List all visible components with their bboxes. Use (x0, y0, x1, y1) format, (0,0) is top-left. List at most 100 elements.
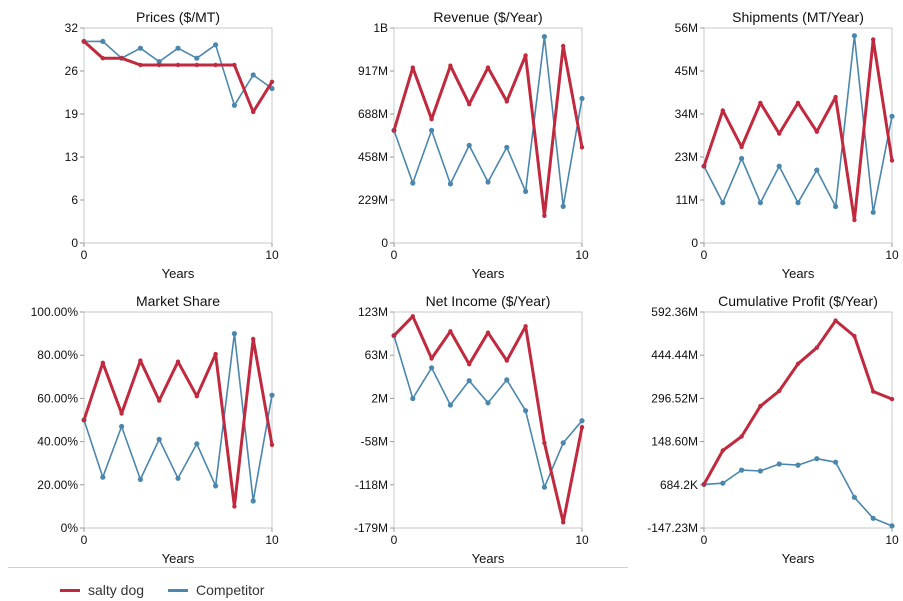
data-point-salty-dog (701, 482, 707, 487)
chart-4: Net Income ($/Year) -179M -118M -58M 2M 63M 12… (354, 293, 589, 566)
data-point-competitor (579, 95, 585, 102)
data-point-salty-dog (232, 504, 237, 509)
y-tick-label: 458M (358, 150, 388, 164)
data-point-competitor (579, 418, 585, 424)
y-tick-label: 917M (358, 64, 388, 78)
data-point-competitor (870, 515, 876, 521)
data-point-salty-dog (391, 128, 397, 133)
y-tick-label: 1B (373, 21, 388, 35)
y-tick-label: 20.00% (37, 478, 78, 492)
data-point-salty-dog (871, 37, 876, 42)
data-point-salty-dog (814, 345, 819, 350)
data-point-competitor (137, 45, 143, 51)
data-point-salty-dog (119, 56, 124, 61)
data-point-salty-dog (852, 333, 857, 339)
data-point-salty-dog (889, 158, 895, 163)
data-point-competitor (119, 423, 125, 430)
data-point-competitor (739, 155, 745, 162)
x-tick-label: 10 (885, 533, 899, 547)
data-point-competitor (833, 203, 839, 210)
series-line-competitor (703, 457, 893, 527)
data-point-salty-dog (448, 63, 453, 68)
data-point-salty-dog (429, 117, 434, 122)
data-point-competitor (213, 483, 219, 489)
x-axis-label: Years (782, 266, 815, 281)
data-point-salty-dog (579, 145, 585, 150)
data-point-competitor (833, 459, 839, 465)
data-point-salty-dog (852, 217, 857, 223)
y-tick-label: 11M (676, 193, 698, 207)
data-point-competitor (541, 484, 548, 490)
data-point-salty-dog (833, 318, 838, 323)
data-point-salty-dog (523, 53, 528, 58)
x-axis-label: Years (162, 551, 195, 566)
y-tick-label: 34M (675, 107, 698, 121)
data-point-competitor (429, 365, 435, 371)
chart-title: Cumulative Profit ($/Year) (718, 293, 878, 309)
data-point-competitor (523, 408, 529, 414)
data-point-competitor (889, 113, 895, 119)
series-competitor (81, 331, 275, 504)
chart-title: Shipments (MT/Year) (732, 9, 864, 25)
data-point-competitor (757, 200, 764, 206)
chart-title: Revenue ($/Year) (433, 9, 542, 25)
data-point-salty-dog (542, 213, 547, 218)
data-point-salty-dog (81, 417, 87, 423)
y-tick-label: 13 (65, 150, 79, 164)
data-point-salty-dog (523, 324, 528, 329)
data-point-competitor (541, 34, 548, 40)
legend-label-competitor: Competitor (196, 582, 265, 598)
x-tick-label: 10 (575, 533, 589, 547)
series-line-salty-dog (702, 319, 894, 486)
data-point-salty-dog (542, 440, 547, 446)
legend-item-salty-dog[interactable]: salty dog (60, 580, 144, 600)
data-point-salty-dog (758, 403, 763, 409)
data-point-salty-dog (157, 398, 162, 403)
legend-item-competitor[interactable]: Competitor (168, 580, 264, 600)
data-point-competitor (194, 55, 200, 61)
y-tick-label: 19 (65, 107, 79, 121)
data-point-competitor (194, 441, 200, 447)
plot-frame (703, 311, 893, 529)
x-tick-label: 10 (265, 248, 279, 262)
data-point-competitor (560, 203, 566, 209)
data-point-salty-dog (485, 330, 491, 335)
series-line-competitor (83, 40, 273, 107)
chart-0: Prices ($/MT) 0 6 13 19 26 32 0 10 Years (65, 9, 279, 281)
y-tick-label: 688M (358, 107, 388, 121)
plot-frame (393, 311, 583, 529)
series-line-salty-dog (392, 314, 584, 524)
data-point-competitor (757, 468, 764, 474)
data-point-salty-dog (119, 411, 124, 416)
legend-swatch-salty-dog (60, 588, 80, 592)
series-competitor (701, 33, 895, 215)
y-tick-label: -118M (355, 478, 388, 492)
data-point-salty-dog (777, 388, 782, 394)
y-tick-label: 0 (381, 236, 388, 250)
data-point-salty-dog (795, 100, 801, 106)
x-tick-label: 10 (575, 248, 589, 262)
data-point-competitor (814, 167, 820, 173)
data-point-competitor (720, 200, 726, 206)
y-tick-label: 229M (358, 193, 388, 207)
x-tick-label: 0 (81, 248, 88, 262)
series-competitor (701, 456, 895, 529)
plot-frame (393, 27, 583, 244)
data-point-salty-dog (194, 62, 199, 68)
data-point-salty-dog (739, 434, 744, 439)
data-point-salty-dog (269, 442, 275, 447)
data-point-competitor (485, 179, 491, 185)
series-salty-dog (81, 39, 275, 115)
data-point-salty-dog (213, 351, 218, 357)
y-tick-label: 296.52M (651, 391, 698, 405)
series-competitor (391, 333, 585, 490)
data-point-competitor (250, 498, 256, 504)
data-point-salty-dog (485, 65, 491, 70)
x-axis-label: Years (782, 551, 815, 566)
data-point-salty-dog (269, 79, 275, 85)
series-line-competitor (393, 334, 583, 489)
data-point-competitor (851, 33, 858, 39)
series-line-salty-dog (82, 39, 274, 114)
y-tick-label: 2M (371, 391, 388, 405)
chart-5: Cumulative Profit ($/Year) -147.23M 684.2K… (647, 293, 899, 566)
